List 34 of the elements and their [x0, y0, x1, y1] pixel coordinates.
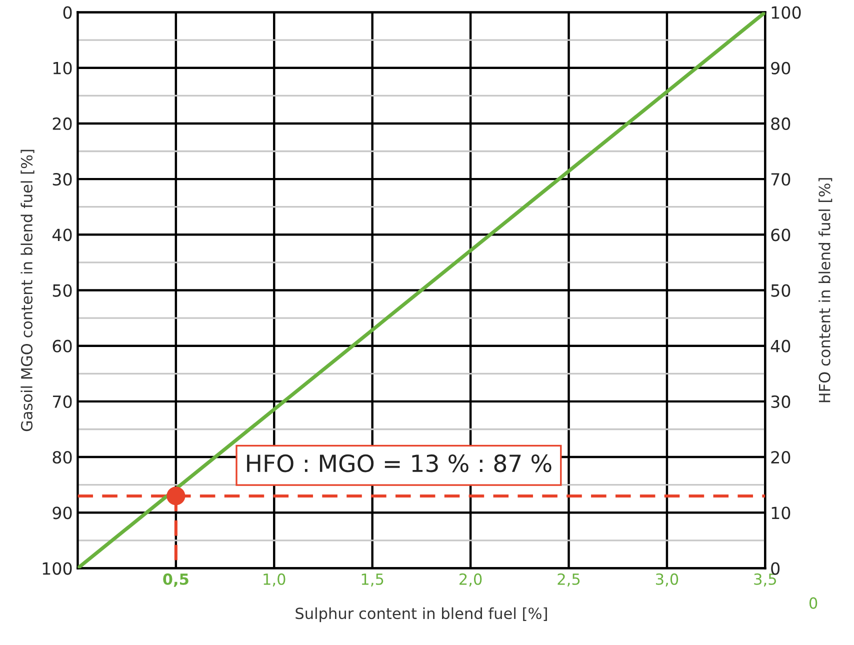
y2-tick-label: 0: [771, 562, 780, 575]
y2-tick-label: 40: [770, 340, 790, 352]
x-tick-label: 2,5: [558, 573, 580, 586]
x-tick-label: 1,0: [264, 573, 286, 586]
x-axis-title: Sulphur content in blend fuel [%]: [296, 607, 547, 622]
y2-tick-label: 80: [771, 117, 790, 130]
x-tick-label: 1,5: [362, 574, 384, 586]
y2-tick-label: 90: [771, 62, 790, 74]
y-tick-label: 50: [52, 284, 72, 297]
y-tick-label: 10: [53, 62, 72, 74]
y2-tick-label: 20: [771, 451, 790, 464]
y-tick-label: 60: [52, 340, 72, 352]
x-tick-label: 0,5: [163, 573, 188, 587]
y2-tick-label: 60: [771, 228, 790, 242]
y-tick-label: 30: [52, 173, 72, 186]
y-tick-label: 70: [53, 395, 72, 408]
y-tick-label: 0: [63, 6, 72, 19]
y-tick-label: 80: [52, 451, 72, 464]
y2-tick-label: 10: [772, 506, 790, 520]
y-tick-label: 20: [52, 117, 72, 130]
y2-tick-label: 70: [771, 173, 790, 186]
y-axis-title: Gasoil MGO content in blend fuel [%]: [20, 150, 34, 432]
x-tick-label: 2,0: [460, 573, 482, 586]
y-tick-label: 100: [42, 562, 72, 575]
y-tick-label: 40: [52, 228, 72, 242]
y2-axis-title: HFO content in blend fuel [%]: [818, 178, 832, 402]
y2-tick-label: 100: [772, 6, 801, 19]
y2-tick-label: 50: [771, 284, 790, 297]
y2-tick-label: 30: [771, 395, 790, 408]
x-tick-label: 3,5: [754, 573, 776, 586]
annotation: HFO : MGO = 13 % : 87 %: [247, 454, 552, 472]
x-tick-label: 3,0: [656, 573, 678, 586]
y-tick-label: 90: [52, 506, 72, 520]
text: 0: [809, 597, 818, 609]
